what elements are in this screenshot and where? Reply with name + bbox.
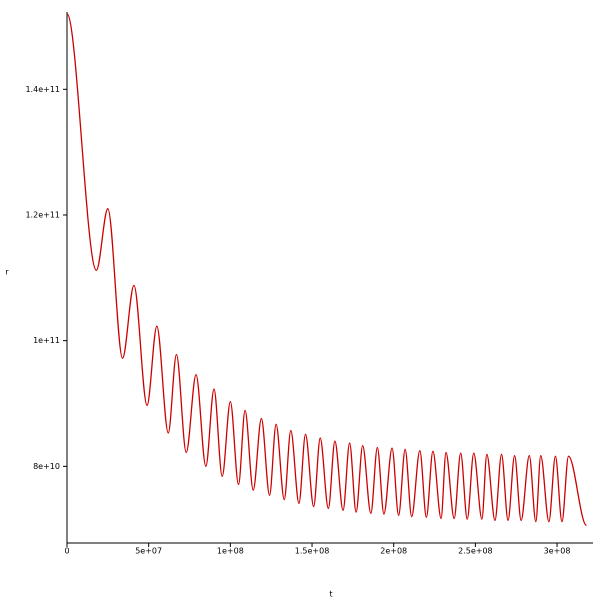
y-tick-label: 1.2e+11 [25, 210, 60, 219]
y-tick-label: 1.4e+11 [25, 85, 60, 94]
y-tick-label: 8e+10 [33, 462, 60, 471]
x-axis-label: t [329, 590, 332, 599]
x-tick-label: 1e+08 [217, 547, 244, 556]
x-tick-label: 0 [64, 547, 69, 556]
y-axis-label: r [5, 268, 9, 277]
x-tick-label: 3e+08 [544, 547, 571, 556]
x-tick-label: 1.5e+08 [295, 547, 330, 556]
x-tick-label: 2e+08 [380, 547, 407, 556]
data-line [66, 13, 588, 527]
x-tick-label: 2.5e+08 [458, 547, 493, 556]
x-tick-label: 5e+07 [135, 547, 162, 556]
y-tick-label: 1e+11 [33, 336, 60, 345]
